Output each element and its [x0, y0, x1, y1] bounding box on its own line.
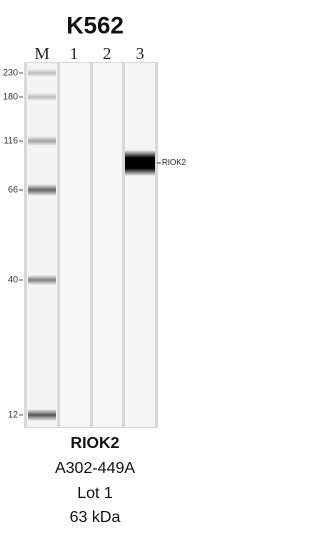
band-label: RIOK2 [162, 158, 187, 167]
ladder-band [28, 409, 56, 421]
caption-target: RIOK2 [71, 435, 120, 452]
mw-label: 40 [8, 274, 18, 284]
mw-label: 12 [8, 409, 18, 419]
lane-label: M [34, 44, 49, 63]
lane-label: 2 [103, 44, 112, 63]
ladder-band [28, 275, 56, 285]
caption-mw: 63 kDa [70, 509, 121, 526]
ladder-band [28, 93, 56, 101]
lane [93, 63, 122, 427]
lane-label: 1 [70, 44, 79, 63]
mw-label: 66 [8, 184, 18, 194]
lane-label: 3 [136, 44, 145, 63]
mw-label: 230 [3, 67, 18, 77]
mw-label: 180 [3, 91, 18, 101]
caption-catalog: A302-449A [55, 460, 135, 477]
ladder-band [28, 69, 56, 77]
page: {"title": "K562", "lanes": ["M", "1", "2… [2, 12, 187, 527]
caption-lot: Lot 1 [77, 485, 113, 502]
mw-label: 116 [4, 135, 18, 145]
ladder-band [28, 184, 56, 196]
ladder-band [28, 136, 56, 146]
lane [125, 63, 155, 427]
ladder-bands [28, 69, 56, 421]
lane [60, 63, 90, 427]
protein-band [125, 150, 155, 176]
western-blot: K562 M 1 2 3 230 180 116 66 40 12 RIOK2 … [3, 12, 187, 526]
title: K562 [66, 12, 123, 39]
lane [27, 63, 57, 427]
marker-labels: 230 180 116 66 40 12 [3, 67, 23, 419]
